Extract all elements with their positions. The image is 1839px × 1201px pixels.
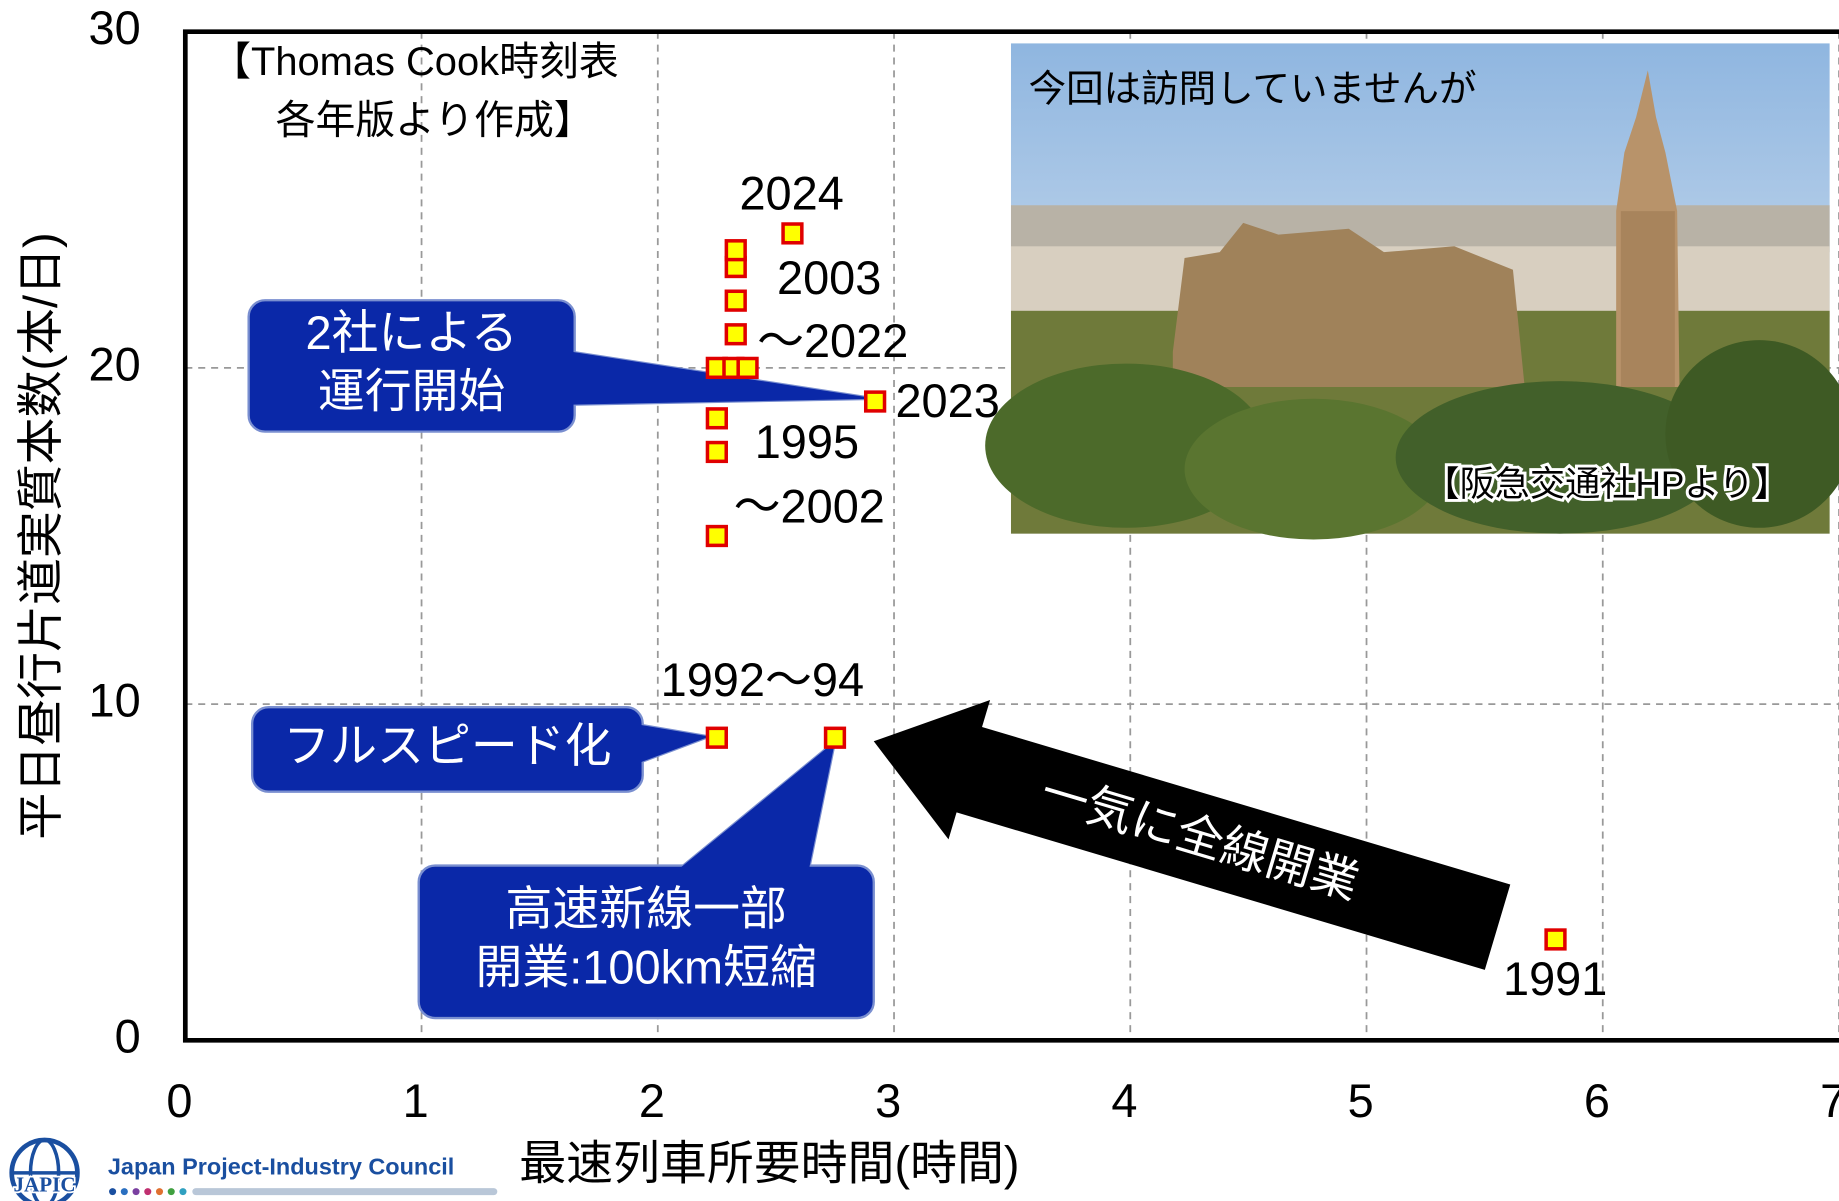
year-annotation: 〜2002 bbox=[734, 481, 885, 533]
year-annotation: 1991 bbox=[1503, 953, 1607, 1005]
x-tick-label: 6 bbox=[1584, 1075, 1610, 1127]
year-annotation: 〜2022 bbox=[757, 315, 908, 367]
data-point bbox=[705, 524, 728, 548]
y-tick-label: 10 bbox=[89, 674, 141, 726]
logo-abbr: JAPIC bbox=[13, 1173, 75, 1197]
y-tick-label: 30 bbox=[89, 2, 141, 54]
x-tick-label: 1 bbox=[403, 1075, 429, 1127]
data-point bbox=[823, 726, 847, 749]
x-axis-label: 最速列車所要時間(時間) bbox=[519, 1137, 1019, 1189]
data-point bbox=[724, 323, 747, 346]
year-annotation: 2003 bbox=[777, 252, 881, 304]
inset-caption: 今回は訪問していませんが bbox=[1029, 67, 1477, 109]
x-tick-label: 5 bbox=[1348, 1075, 1374, 1127]
callout-box bbox=[417, 864, 875, 1020]
year-annotation: 1992〜94 bbox=[661, 654, 864, 706]
x-tick-label: 4 bbox=[1111, 1075, 1137, 1127]
data-point bbox=[1544, 928, 1567, 951]
x-tick-label: 0 bbox=[166, 1075, 192, 1127]
data-point bbox=[781, 222, 804, 245]
inset-photo: 今回は訪問していませんが 【阪急交通社HPより】 bbox=[985, 43, 1839, 540]
logo: JAPIC Japan Project-Industry Council bbox=[9, 1137, 498, 1201]
source-note: 【Thomas Cook時刻表 bbox=[211, 40, 619, 84]
y-tick-label: 0 bbox=[115, 1011, 141, 1063]
callout-pointer-join bbox=[680, 741, 836, 868]
x-tick-label: 3 bbox=[875, 1075, 901, 1127]
callout-pointer-join bbox=[640, 724, 710, 763]
logo-name: Japan Project-Industry Council bbox=[108, 1153, 454, 1179]
source-note: 各年版より作成】 bbox=[276, 99, 594, 143]
data-point bbox=[705, 726, 728, 749]
callout-text: フルスピード化 bbox=[283, 720, 611, 772]
x-tick-label: 2 bbox=[639, 1075, 665, 1127]
callout-text: 運行開始 bbox=[318, 366, 506, 418]
data-point bbox=[736, 356, 759, 380]
y-tick-label: 20 bbox=[89, 338, 141, 390]
data-point bbox=[724, 239, 747, 262]
data-point bbox=[705, 407, 728, 430]
year-annotation: 2023 bbox=[895, 375, 999, 427]
year-annotation: 1995 bbox=[755, 416, 859, 468]
callout-text: 開業:100km短縮 bbox=[476, 942, 817, 994]
x-tick-label: 7 bbox=[1820, 1075, 1839, 1127]
arrow-shape bbox=[873, 700, 1511, 970]
inset-credit: 【阪急交通社HPより】 bbox=[1424, 465, 1789, 504]
y-axis-label: 平日昼行片道実質本数(本/日) bbox=[15, 232, 67, 839]
axis-frame bbox=[182, 29, 1839, 1043]
data-point bbox=[724, 289, 747, 312]
data-point bbox=[863, 390, 887, 413]
callout-text: 2社による bbox=[306, 307, 518, 359]
callout-text: 高速新線一部 bbox=[506, 883, 787, 935]
year-annotation: 2024 bbox=[739, 167, 843, 219]
data-point bbox=[705, 440, 728, 464]
arrow: 一気に全線開業 bbox=[873, 700, 1511, 970]
